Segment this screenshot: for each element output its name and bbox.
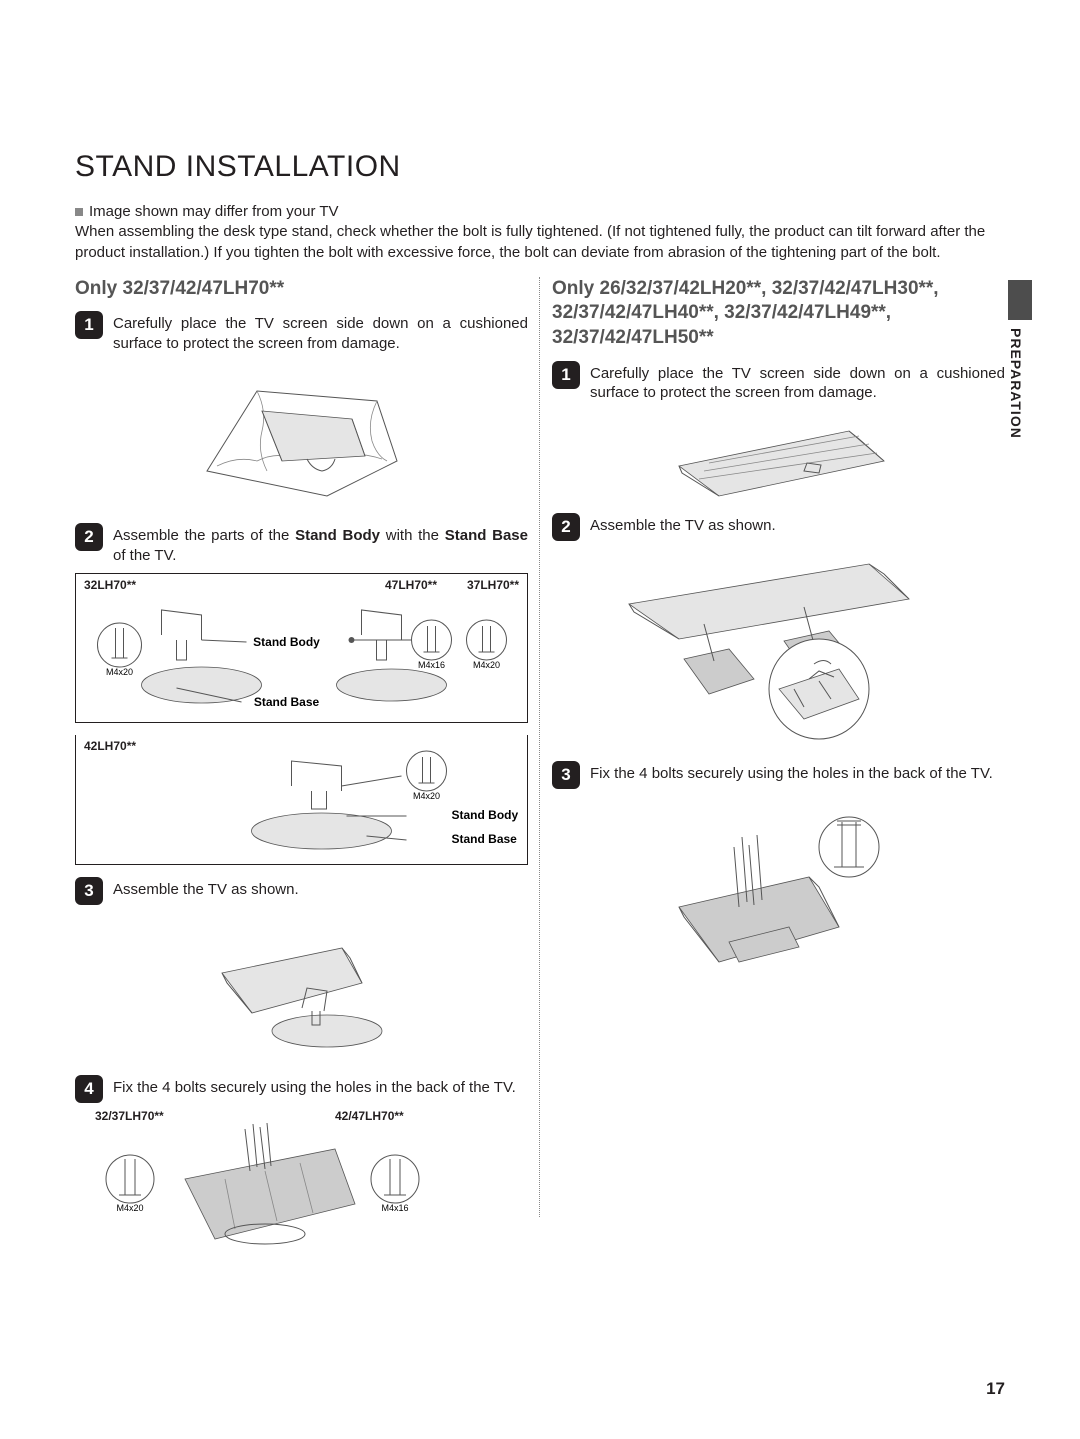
part-base-label-1: Stand Base <box>254 695 320 709</box>
left-diagram-box-1: 32LH70** 47LH70** 37LH70** M4x20 Stand B… <box>75 573 528 723</box>
part-base-label-2: Stand Base <box>452 832 518 846</box>
page-content: STAND INSTALLATION Image shown may diffe… <box>0 0 1080 1439</box>
bolt-label-e: M4x20 <box>116 1203 143 1213</box>
model-label-a: 32LH70** <box>84 578 136 592</box>
model-label-f: 42/47LH70** <box>335 1109 404 1123</box>
page-title: STAND INSTALLATION <box>75 150 1005 184</box>
left-step-4: 4 Fix the 4 bolts securely using the hol… <box>75 1075 528 1103</box>
bolt-label-d: M4x20 <box>413 791 440 801</box>
left-step-4-text: Fix the 4 bolts securely using the holes… <box>113 1075 516 1103</box>
model-label-e: 32/37LH70** <box>95 1109 164 1123</box>
model-label-c: 37LH70** <box>467 578 519 592</box>
step-number-1: 1 <box>75 311 103 339</box>
right-step-1-text: Carefully place the TV screen side down … <box>590 361 1005 403</box>
intro-paragraph: Image shown may differ from your TV When… <box>75 202 1005 263</box>
left-step-1: 1 Carefully place the TV screen side dow… <box>75 311 528 353</box>
step-number-2: 2 <box>75 523 103 551</box>
left-step-2-text: Assemble the parts of the Stand Body wit… <box>113 523 528 565</box>
left-fig-3 <box>75 913 528 1063</box>
model-label-b: 47LH70** <box>385 578 437 592</box>
right-step-2: 2 Assemble the TV as shown. <box>552 513 1005 541</box>
intro-note: Image shown may differ from your TV <box>89 203 339 220</box>
step-number-r3: 3 <box>552 761 580 789</box>
left-fig-4: 32/37LH70** 42/47LH70** M4x20 M4x16 <box>75 1109 528 1259</box>
step-number-r1: 1 <box>552 361 580 389</box>
right-step-3-text: Fix the 4 bolts securely using the holes… <box>590 761 993 789</box>
right-fig-2 <box>552 549 1005 749</box>
right-fig-1 <box>552 411 1005 501</box>
part-body-label-2: Stand Body <box>452 808 519 822</box>
right-fig-3 <box>552 797 1005 977</box>
right-heading: Only 26/32/37/42LH20**, 32/37/42/47LH30*… <box>552 277 1005 351</box>
right-step-2-text: Assemble the TV as shown. <box>590 513 776 541</box>
intro-body: When assembling the desk type stand, che… <box>75 223 985 260</box>
left-step-3-text: Assemble the TV as shown. <box>113 877 299 905</box>
left-fig-1 <box>75 361 528 511</box>
left-diagram-box-2: 42LH70** M4x20 Stand Body Stand Base <box>75 735 528 865</box>
step-number-r2: 2 <box>552 513 580 541</box>
column-divider <box>539 277 540 1217</box>
page-number: 17 <box>986 1379 1005 1399</box>
bullet-icon <box>75 208 83 216</box>
left-column: Only 32/37/42/47LH70** 1 Carefully place… <box>75 277 528 1260</box>
left-step-2: 2 Assemble the parts of the Stand Body w… <box>75 523 528 565</box>
left-step-1-text: Carefully place the TV screen side down … <box>113 311 528 353</box>
bolt-label-c: M4x20 <box>473 660 500 670</box>
part-body-label-1: Stand Body <box>253 635 320 649</box>
bolt-label-a: M4x20 <box>106 667 133 677</box>
left-heading: Only 32/37/42/47LH70** <box>75 277 528 302</box>
right-step-1: 1 Carefully place the TV screen side dow… <box>552 361 1005 403</box>
bolt-label-b: M4x16 <box>418 660 445 670</box>
left-step-3: 3 Assemble the TV as shown. <box>75 877 528 905</box>
two-column-layout: Only 32/37/42/47LH70** 1 Carefully place… <box>75 277 1005 1260</box>
bolt-label-f: M4x16 <box>381 1203 408 1213</box>
step-number-4: 4 <box>75 1075 103 1103</box>
right-column: Only 26/32/37/42LH20**, 32/37/42/47LH30*… <box>552 277 1005 1260</box>
right-step-3: 3 Fix the 4 bolts securely using the hol… <box>552 761 1005 789</box>
model-label-d: 42LH70** <box>84 739 136 753</box>
step-number-3: 3 <box>75 877 103 905</box>
